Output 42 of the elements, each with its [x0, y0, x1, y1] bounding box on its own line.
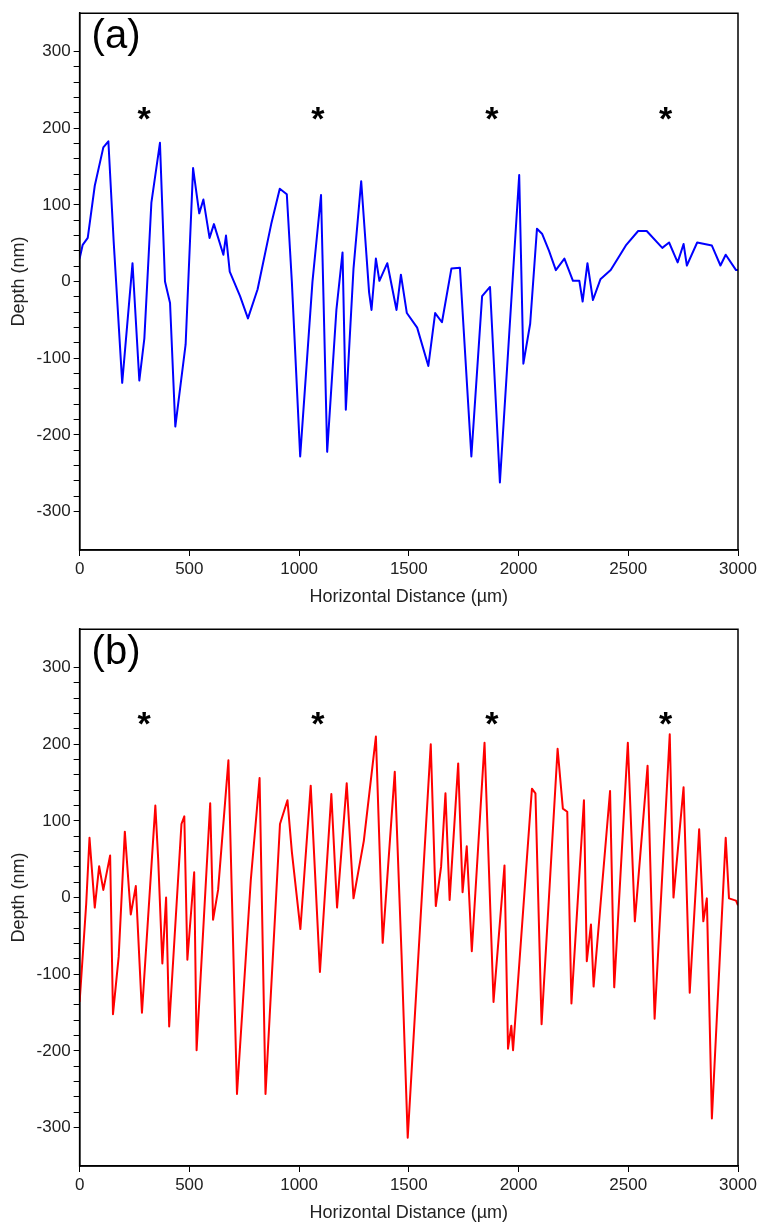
x-tick-label: 1000 [280, 1174, 318, 1194]
x-tick-label: 500 [175, 558, 204, 578]
y-tick-label: 0 [61, 271, 71, 291]
y-tick-label: -100 [36, 963, 71, 983]
y-tick-label: 200 [42, 733, 71, 753]
y-tick-label: 200 [42, 117, 71, 137]
x-tick-label: 1000 [280, 558, 318, 578]
x-tick-label: 2500 [609, 558, 648, 578]
annotation: (b) [91, 628, 141, 673]
x-tick-label: 0 [74, 1174, 85, 1194]
y-tick-label: -100 [36, 347, 71, 367]
y-tick-label: 300 [42, 657, 71, 677]
y-axis-title: Depth (nm) [7, 852, 28, 943]
annotation: * [658, 704, 673, 743]
annotation: (a) [91, 12, 141, 57]
y-tick-label: 100 [42, 810, 71, 830]
annotation: * [485, 704, 500, 743]
x-tick-label: 2000 [499, 1174, 538, 1194]
annotation: * [311, 98, 326, 137]
annotation: * [137, 704, 152, 743]
annotation: * [137, 98, 152, 137]
y-tick-label: -300 [36, 1117, 71, 1137]
y-tick-label: 300 [42, 41, 71, 61]
x-tick-label: 0 [74, 558, 85, 578]
x-tick-label: 2500 [609, 1174, 648, 1194]
x-tick-label: 3000 [719, 558, 757, 578]
x-tick-label: 2000 [499, 558, 538, 578]
x-axis-title: Horizontal Distance (µm) [309, 586, 509, 607]
x-tick-label: 500 [175, 1174, 204, 1194]
y-tick-label: -200 [36, 1040, 71, 1060]
annotation: * [311, 704, 326, 743]
y-tick-label: -200 [36, 424, 71, 444]
x-tick-label: 1500 [389, 558, 428, 578]
x-tick-label: 1500 [389, 1174, 428, 1194]
y-axis-title: Depth (nm) [7, 236, 28, 327]
annotation: * [485, 98, 500, 137]
y-tick-label: -300 [36, 501, 71, 521]
x-axis-title: Horizontal Distance (µm) [309, 1202, 509, 1223]
y-tick-label: 0 [61, 887, 71, 907]
x-tick-label: 3000 [719, 1174, 757, 1194]
y-tick-label: 100 [42, 194, 71, 214]
annotation: * [658, 98, 673, 137]
